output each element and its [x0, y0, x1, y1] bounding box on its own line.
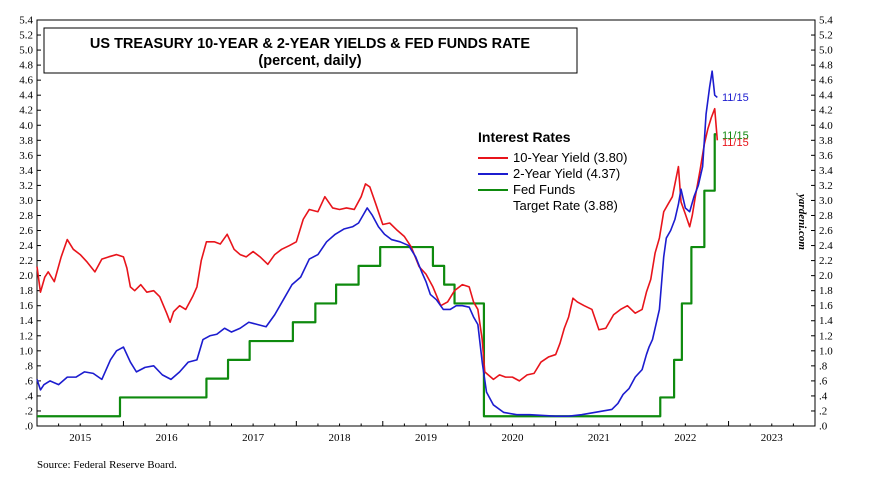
x-axis: 2015 2016 2017 2018 2019 2020 2021 2022 2023 [36, 421, 816, 444]
y-tick-label-left: 1.0 [19, 345, 33, 357]
source-note: Source: Federal Reserve Board. [37, 459, 177, 471]
y-tick-label-left: .0 [25, 421, 34, 433]
y-tick-label-left: 2.6 [19, 225, 33, 237]
y-axis-left: .0 .2 .4 .6 .8 1.0 1.2 1.4 1.6 1.8 2.0 2.2 2.4 2.6 2.8… [19, 15, 41, 433]
legend-title: Interest Rates [478, 129, 571, 145]
y-tick-label-right: 3.2 [819, 180, 833, 192]
series-fedfunds-line [37, 133, 718, 418]
chart-subtitle: (percent, daily) [258, 53, 361, 69]
y-tick-label-left: 5.2 [19, 30, 33, 42]
y-tick-label-right: 4.8 [819, 60, 833, 72]
end-label-2y: 11/15 [722, 92, 749, 104]
title-box [43, 27, 578, 74]
plot-area [36, 19, 816, 427]
y-tick-label-left: .2 [25, 405, 33, 417]
y-tick-label-left: 2.4 [19, 240, 33, 252]
y-tick-label-left: 5.0 [19, 45, 33, 57]
y-tick-label-right: 1.8 [819, 285, 833, 297]
y-tick-label-right: .6 [819, 375, 828, 387]
y-tick-label-right: 3.8 [819, 135, 833, 147]
y-tick-label-right: 2.8 [819, 210, 833, 222]
y-tick-label-right: 5.2 [819, 30, 833, 42]
y-tick-label-right: 4.4 [819, 90, 833, 102]
y-tick-label-left: 2.2 [19, 255, 33, 267]
y-tick-label-right: 2.0 [819, 270, 833, 282]
x-tick-label: 2016 [156, 432, 179, 444]
series-10y-line [36, 107, 719, 382]
y-tick-label-left: 4.6 [19, 75, 33, 87]
y-tick-label-left: 1.6 [19, 300, 33, 312]
chart-title: US TREASURY 10-YEAR & 2-YEAR YIELDS & FE… [90, 36, 530, 52]
y-tick-label-left: 1.4 [19, 315, 33, 327]
y-tick-label-right: 5.0 [819, 45, 833, 57]
y-tick-label-left: 3.2 [19, 180, 33, 192]
x-tick-label: 2015 [69, 432, 92, 444]
legend-label-ff-line2: Target Rate (3.88) [513, 198, 618, 213]
y-tick-label-left: 1.8 [19, 285, 33, 297]
legend-label-10y: 10-Year Yield (3.80) [513, 150, 627, 165]
y-tick-label-left: 4.2 [19, 105, 33, 117]
y-tick-label-left: 4.8 [19, 60, 33, 72]
y-tick-label-left: 5.4 [19, 15, 33, 27]
legend-label-2y: 2-Year Yield (4.37) [513, 166, 620, 181]
y-tick-label-right: 2.4 [819, 240, 833, 252]
y-tick-label-right: 2.6 [819, 225, 833, 237]
x-tick-label: 2022 [674, 432, 696, 444]
series-lines [36, 70, 719, 418]
y-axis-right: .0 .2 .4 .6 .8 1.0 1.2 1.4 1.6 1.8 2.0 2.2 2.4 2.6 2.8… [811, 15, 833, 433]
y-tick-label-left: 3.6 [19, 150, 33, 162]
y-tick-label-right: 3.6 [819, 150, 833, 162]
y-tick-label-right: 1.2 [819, 330, 833, 342]
series-2y-line [36, 70, 718, 418]
y-tick-label-left: 4.0 [19, 120, 33, 132]
end-label-10y: 11/15 [722, 137, 749, 149]
x-tick-label: 2017 [242, 432, 265, 444]
watermark: yardeni.com [796, 192, 808, 250]
y-tick-label-left: .6 [25, 375, 34, 387]
x-tick-label: 2019 [415, 432, 438, 444]
end-label-ff: 11/15 [722, 130, 749, 142]
y-tick-label-right: 1.6 [819, 300, 833, 312]
y-tick-label-right: 2.2 [819, 255, 833, 267]
y-tick-label-left: 2.8 [19, 210, 33, 222]
y-tick-label-left: 3.8 [19, 135, 33, 147]
y-tick-label-right: 4.2 [819, 105, 833, 117]
y-tick-label-right: .8 [819, 360, 828, 372]
y-tick-label-left: 1.2 [19, 330, 33, 342]
x-tick-label: 2023 [761, 432, 784, 444]
legend: Interest Rates 10-Year Yield (3.80) 2-Ye… [478, 129, 627, 213]
y-tick-label-right: 1.4 [819, 315, 833, 327]
y-tick-label-right: 3.0 [819, 195, 833, 207]
y-tick-label-right: .4 [819, 390, 828, 402]
legend-label-ff-line1: Fed Funds [513, 182, 576, 197]
y-tick-label-right: 1.0 [819, 345, 833, 357]
x-tick-label: 2021 [588, 432, 610, 444]
y-tick-label-left: 3.0 [19, 195, 33, 207]
y-tick-label-right: .0 [819, 421, 828, 433]
y-tick-label-right: 5.4 [819, 15, 833, 27]
x-tick-label: 2020 [501, 432, 524, 444]
y-tick-label-left: .8 [25, 360, 34, 372]
y-tick-label-left: 3.4 [19, 165, 33, 177]
y-tick-label-right: .2 [819, 405, 827, 417]
y-tick-label-right: 3.4 [819, 165, 833, 177]
y-tick-label-left: .4 [25, 390, 34, 402]
y-tick-label-left: 2.0 [19, 270, 33, 282]
y-tick-label-left: 4.4 [19, 90, 33, 102]
y-tick-label-right: 4.0 [819, 120, 833, 132]
y-tick-label-right: 4.6 [819, 75, 833, 87]
x-tick-label: 2018 [329, 432, 352, 444]
